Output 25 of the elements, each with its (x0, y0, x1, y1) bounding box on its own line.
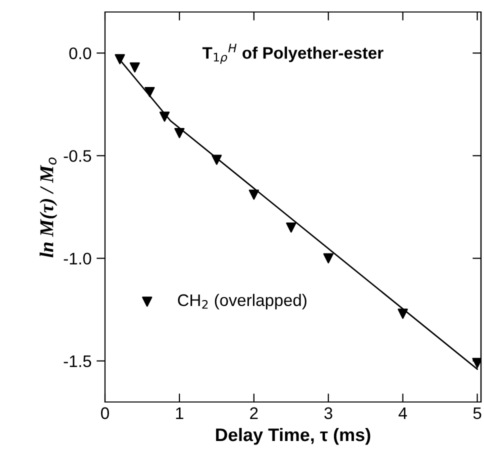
y-tick-label: -1.0 (64, 252, 92, 265)
y-axis-title: ln M(τ) / M$_{o}$ (40, 158, 58, 258)
point (114, 54, 125, 64)
x-tick-label: 4 (398, 407, 407, 419)
x-tick-label: 5 (473, 407, 482, 420)
point (212, 154, 222, 165)
y-tick-label: 0.0 (69, 47, 92, 60)
point (286, 222, 296, 233)
y-tick-label: -1.5 (64, 356, 92, 368)
point (159, 112, 170, 122)
point (144, 86, 155, 98)
x-tick-label: 3 (324, 407, 332, 420)
point (472, 358, 481, 368)
point (174, 128, 185, 138)
legend-label: CH$_{2}$ (overlapped) (178, 294, 306, 310)
point (323, 253, 334, 264)
x-axis-title: Delay Time, τ (ms) (216, 428, 370, 445)
x-tick-label: 2 (250, 407, 258, 419)
point (398, 308, 408, 319)
point (130, 62, 140, 73)
point (248, 190, 259, 200)
y-tick-label: -0.5 (64, 150, 92, 162)
x-tick-label: 0 (101, 407, 109, 420)
x-tick-label: 1 (176, 407, 184, 419)
text: T$_{1ρ}$$^{H}$ of Polyether-ester (202, 44, 384, 64)
